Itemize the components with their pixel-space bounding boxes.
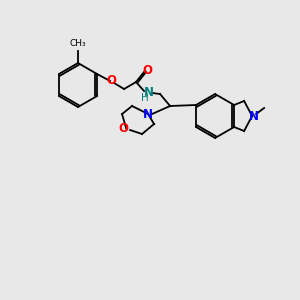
Text: N: N [143, 107, 153, 121]
Text: O: O [142, 64, 152, 76]
Text: N: N [249, 110, 259, 122]
Text: O: O [118, 122, 128, 134]
Text: N: N [144, 85, 154, 98]
Text: O: O [106, 74, 116, 86]
Text: CH₃: CH₃ [70, 39, 86, 48]
Text: H: H [141, 93, 149, 103]
